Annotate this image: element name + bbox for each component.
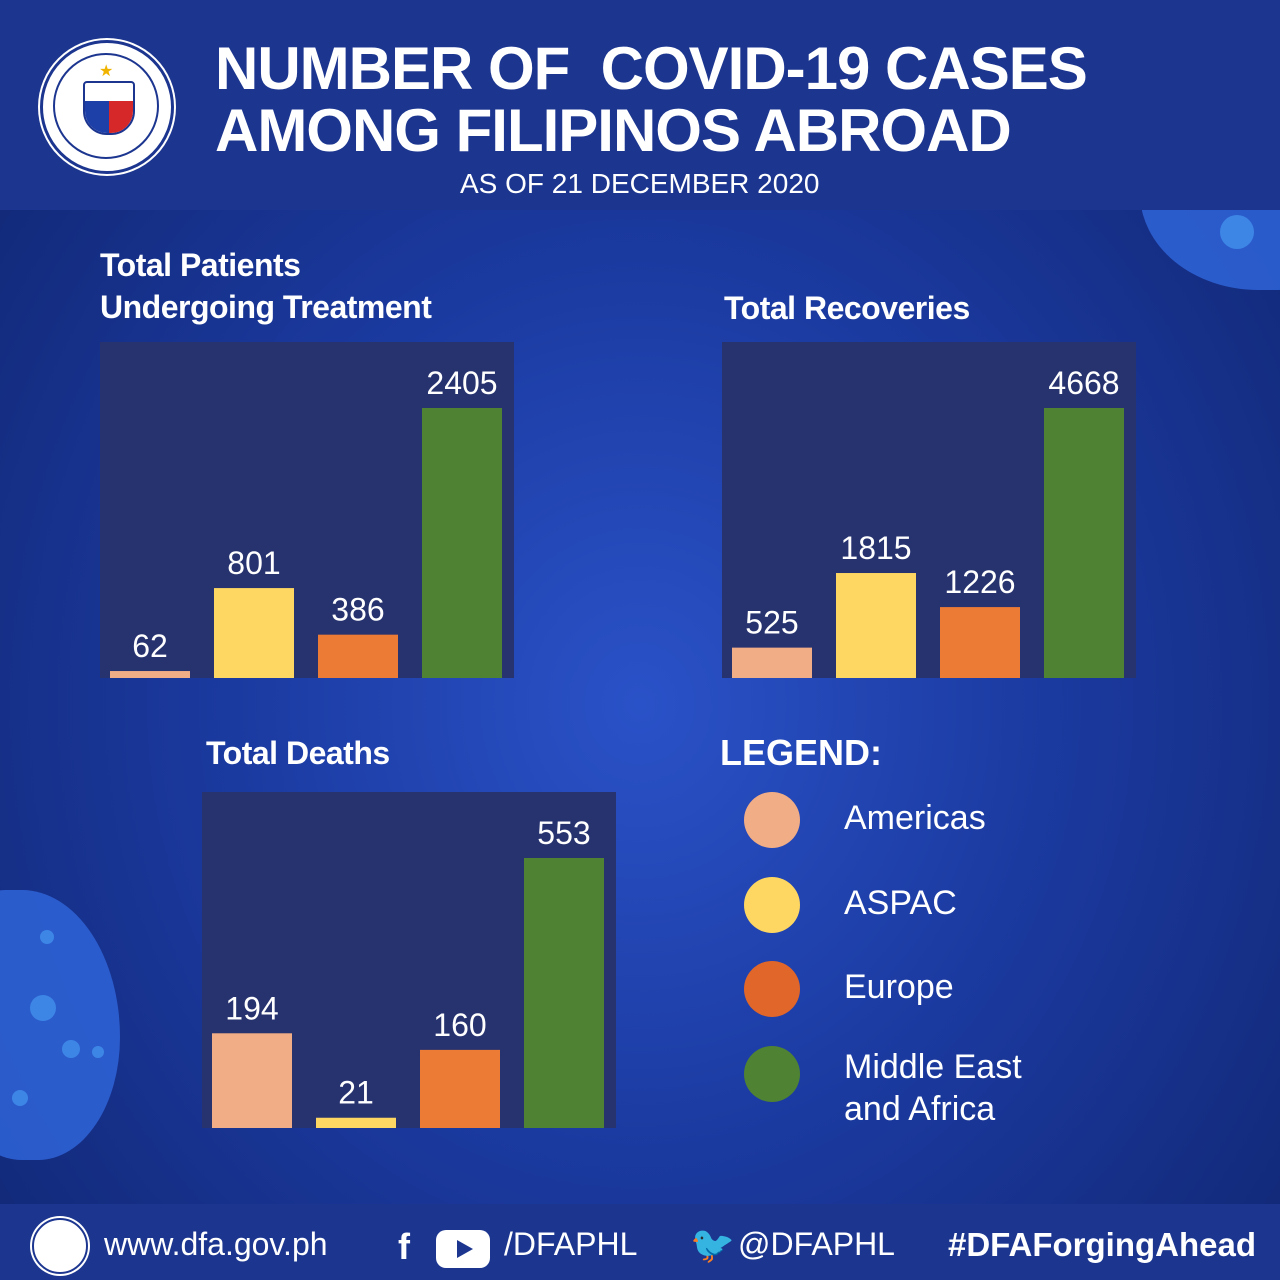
title-line-1: NUMBER OF COVID-19 CASES [215,35,1088,102]
bar-europe [940,607,1020,678]
chart-panel-recoveries: 525 1815 1226 4668 [722,342,1136,678]
legend-swatch [744,792,800,848]
legend-label: ASPAC [844,884,957,922]
legend-label-line: and Africa [844,1090,996,1128]
bar-middle-east-and-africa [524,858,604,1128]
data-label: 386 [331,592,384,628]
seal-shield-blue [85,101,109,133]
virus-dot [12,1090,28,1106]
data-label: 4668 [1048,365,1119,401]
legend-title: LEGEND: [720,732,882,773]
title-line-2: AMONG FILIPINOS ABROAD [215,97,1012,164]
legend-label-line: Middle East [844,1048,1022,1086]
legend-swatch [744,1046,800,1102]
chart-panel-treatment: 62 801 386 2405 [100,342,514,678]
seal-star-icon: ★ [99,63,114,80]
chart-title-line: Undergoing Treatment [100,289,432,325]
bar-chart-svg: 62 801 386 2405 [110,365,502,678]
data-label: 160 [433,1007,486,1043]
chart-title-line: Total Recoveries [724,290,970,326]
header-band [0,0,1280,210]
data-label: 1815 [840,530,911,566]
footer-seal-logo [32,1218,88,1274]
bar-americas [732,647,812,678]
footer-website-link[interactable]: www.dfa.gov.ph [104,1226,328,1262]
bar-chart-svg: 194 21 160 553 [212,815,604,1128]
youtube-icon[interactable] [436,1230,490,1268]
chart-title-line: Total Deaths [206,735,390,771]
legend-label: Middle East and Africa [844,1046,1104,1130]
bar-americas [212,1033,292,1128]
chart-title-line: Total Patients [100,247,301,283]
bar-aspac [836,573,916,678]
virus-dot [92,1046,104,1058]
chart-title-deaths: Total Deaths [206,732,390,774]
data-label: 553 [537,815,590,851]
bar-europe [420,1049,500,1128]
footer-bar: www.dfa.gov.ph f /DFAPHL 🐦 @DFAPHL #DFAF… [0,1204,1280,1280]
chart-title-recoveries: Total Recoveries [724,287,970,329]
page-subtitle: AS OF 21 DECEMBER 2020 [460,168,820,199]
seal-shield [83,81,135,135]
bar-middle-east-and-africa [422,408,502,678]
data-label: 801 [227,545,280,581]
bar-americas [110,671,190,678]
data-label: 525 [745,605,798,641]
data-label: 1226 [944,564,1015,600]
data-label: 62 [132,628,168,664]
seal-shield-red [109,101,133,133]
legend-label: Americas [844,799,986,837]
seal-ring [53,53,159,159]
page-title: NUMBER OF COVID-19 CASES AMONG FILIPINOS… [215,35,1088,164]
data-label: 194 [225,990,278,1026]
virus-dot [30,995,56,1021]
legend-swatch [744,961,800,1017]
virus-dot [62,1040,80,1058]
bar-aspac [214,588,294,678]
twitter-icon[interactable]: 🐦 [690,1224,735,1265]
legend-swatch [744,877,800,933]
bar-middle-east-and-africa [1044,408,1124,678]
data-label: 21 [338,1075,374,1111]
footer-social-handle[interactable]: /DFAPHL [504,1226,638,1262]
chart-panel-deaths: 194 21 160 553 [202,792,616,1128]
virus-dot [40,930,54,944]
footer-twitter-handle[interactable]: @DFAPHL [738,1226,895,1262]
facebook-icon[interactable]: f [398,1226,410,1267]
legend-label: Europe [844,968,954,1006]
dfa-seal-logo: ★ [40,40,174,174]
bar-europe [318,634,398,678]
bar-aspac [316,1117,396,1128]
data-label: 2405 [426,365,497,401]
virus-dot [1220,215,1254,249]
virus-blob-bottom-left [0,890,120,1160]
footer-hashtag: #DFAForgingAhead [947,1226,1256,1263]
chart-title-treatment: Total Patients Undergoing Treatment [100,244,432,328]
bar-chart-svg: 525 1815 1226 4668 [732,365,1124,678]
